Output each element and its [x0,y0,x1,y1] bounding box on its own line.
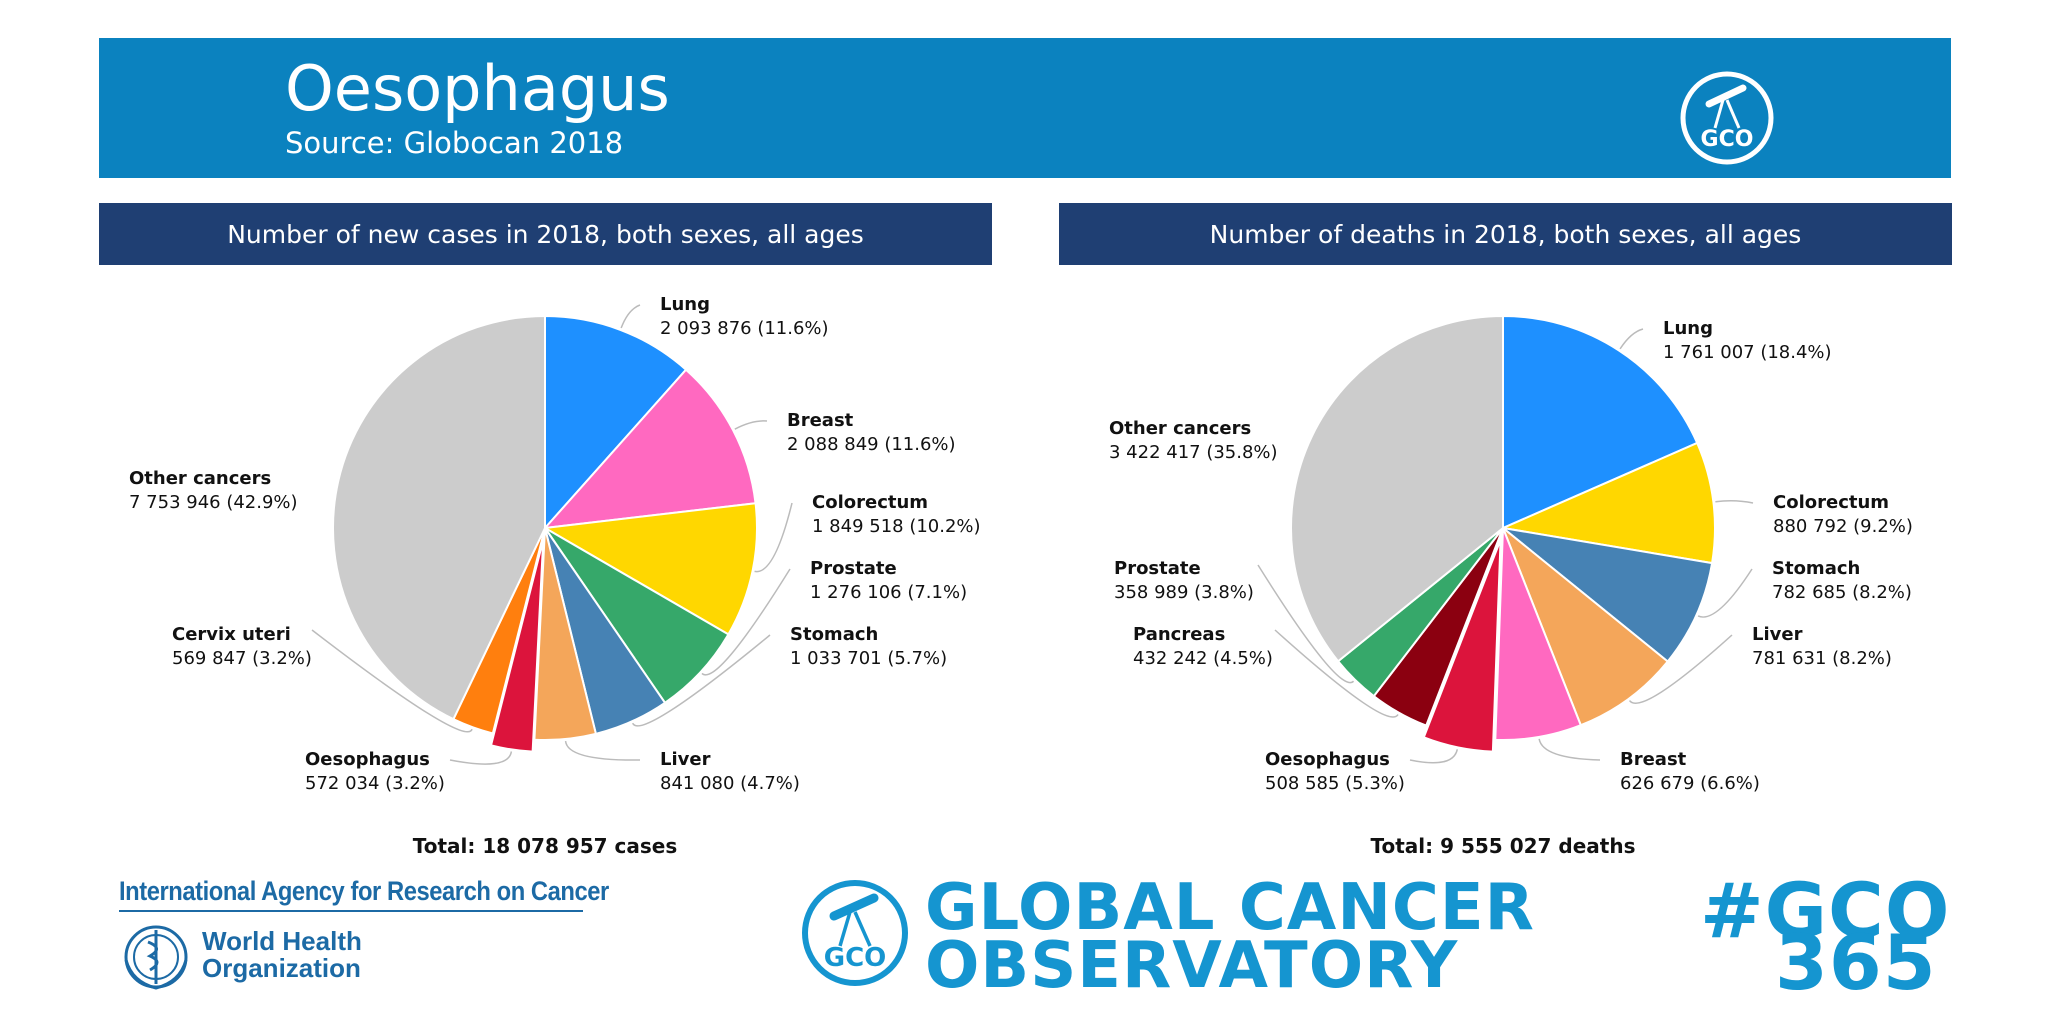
pie-slice-liver [1500,524,1670,727]
slice-value-liver: 841 080 (4.7%) [660,773,800,794]
leader-line-stomach [1697,568,1753,618]
slice-value-cervix-uteri: 569 847 (3.2%) [172,648,312,669]
pie-slice-colorectum [1499,441,1716,565]
slice-label-other-cancers: Other cancers [129,468,271,489]
slice-value-colorectum: 1 849 518 (10.2%) [812,516,981,537]
leader-line-breast [1538,738,1601,761]
hashtag-line-1: #GCO [1700,866,1951,955]
new-cases-chart-title: Number of new cases in 2018, both sexes,… [99,203,992,265]
slice-label-breast: Breast [787,410,854,431]
gco-big-logo-text: GCO [824,943,887,973]
slice-value-other-cancers: 3 422 417 (35.8%) [1109,442,1278,463]
leader-line-colorectum [1715,499,1754,504]
pie-slice-oesophagus [1422,539,1502,753]
hashtag-line-2: 365 [1775,918,1937,1007]
slice-label-liver: Liver [1752,624,1803,645]
leader-line-lung [1619,328,1644,350]
leader-line-lung [620,304,641,329]
slice-label-oesophagus: Oesophagus [1265,749,1390,770]
slice-label-lung: Lung [660,294,710,315]
page-subtitle: Source: Globocan 2018 [285,126,624,160]
leader-line-breast [734,420,768,430]
who-line-1: World Health [202,926,362,956]
slice-label-prostate: Prostate [810,558,897,579]
pie-slice-colorectum [541,502,758,636]
leader-line-liver [564,740,641,761]
who-line-2: Organization [202,953,361,983]
slice-label-cervix-uteri: Cervix uteri [172,624,291,645]
leader-line-colorectum [754,502,793,573]
chart-total-cases: Total: 18 078 957 cases [413,834,678,858]
slice-value-prostate: 1 276 106 (7.1%) [810,582,967,603]
leader-line-prostate [701,568,791,676]
leader-line-pancreas [1274,629,1399,718]
chart-total-deaths: Total: 9 555 027 deaths [1371,834,1636,858]
slice-label-other-cancers: Other cancers [1109,418,1251,439]
pie-slice-oesophagus [489,539,545,753]
slice-value-pancreas: 432 242 (4.5%) [1133,648,1273,669]
gco-observatory-logo-icon: GCO [802,880,908,986]
leader-line-oesophagus [449,751,513,765]
slice-value-other-cancers: 7 753 946 (42.9%) [129,492,298,513]
iarc-name: International Agency for Research on Can… [119,876,609,906]
slice-label-oesophagus: Oesophagus [305,749,430,770]
pie-slice-breast [1494,527,1583,741]
slice-value-colorectum: 880 792 (9.2%) [1773,516,1913,537]
slice-value-breast: 626 679 (6.6%) [1620,773,1760,794]
leader-line-stomach [631,634,771,727]
pie-slice-other-cancers [1290,314,1504,663]
slice-label-pancreas: Pancreas [1133,624,1225,645]
who-emblem-icon [124,925,188,990]
pie-slice-lung [544,314,688,531]
pie-slice-stomach [1499,526,1714,663]
header-band: Oesophagus Source: Globocan 2018 GCO [99,38,1951,178]
gco-logo-text: GCO [1701,127,1754,152]
slice-value-oesophagus: 572 034 (3.2%) [305,773,445,794]
gco-title-line-2: OBSERVATORY [925,929,1459,1003]
slice-value-prostate: 358 989 (3.8%) [1114,582,1254,603]
slice-value-liver: 781 631 (8.2%) [1752,648,1892,669]
leader-line-prostate [1257,564,1355,684]
slice-label-stomach: Stomach [1772,558,1860,579]
page-title: Oesophagus [285,52,670,125]
slice-label-breast: Breast [1620,749,1687,770]
slice-value-oesophagus: 508 585 (5.3%) [1265,773,1405,794]
iarc-underline [119,910,583,912]
slice-value-lung: 2 093 876 (11.6%) [660,318,829,339]
slice-value-breast: 2 088 849 (11.6%) [787,434,956,455]
gco-telescope-logo-icon: GCO [1680,71,1774,165]
who-name: World Health Organization [202,928,362,982]
pie-slice-lung [1502,314,1699,530]
slice-value-stomach: 1 033 701 (5.7%) [790,648,947,669]
pie-slice-liver [533,527,598,741]
slice-value-stomach: 782 685 (8.2%) [1772,582,1912,603]
pie-slice-breast [542,368,757,530]
slice-value-lung: 1 761 007 (18.4%) [1663,342,1832,363]
slice-label-colorectum: Colorectum [1773,492,1889,513]
slice-label-stomach: Stomach [790,624,878,645]
gco-title-line-1: GLOBAL CANCER [925,871,1535,945]
slice-label-lung: Lung [1663,318,1713,339]
slice-label-liver: Liver [660,749,711,770]
slice-label-colorectum: Colorectum [812,492,928,513]
leader-line-oesophagus [1409,749,1459,764]
leader-line-cervix-uteri [311,629,473,733]
leader-line-liver [1628,634,1733,704]
pie-slice-other-cancers [332,314,546,721]
deaths-chart-title: Number of deaths in 2018, both sexes, al… [1059,203,1952,265]
slice-label-prostate: Prostate [1114,558,1201,579]
pie-charts: Lung 2 093 876 (11.6%) Breast 2 088 849 (11… [129,294,1913,858]
